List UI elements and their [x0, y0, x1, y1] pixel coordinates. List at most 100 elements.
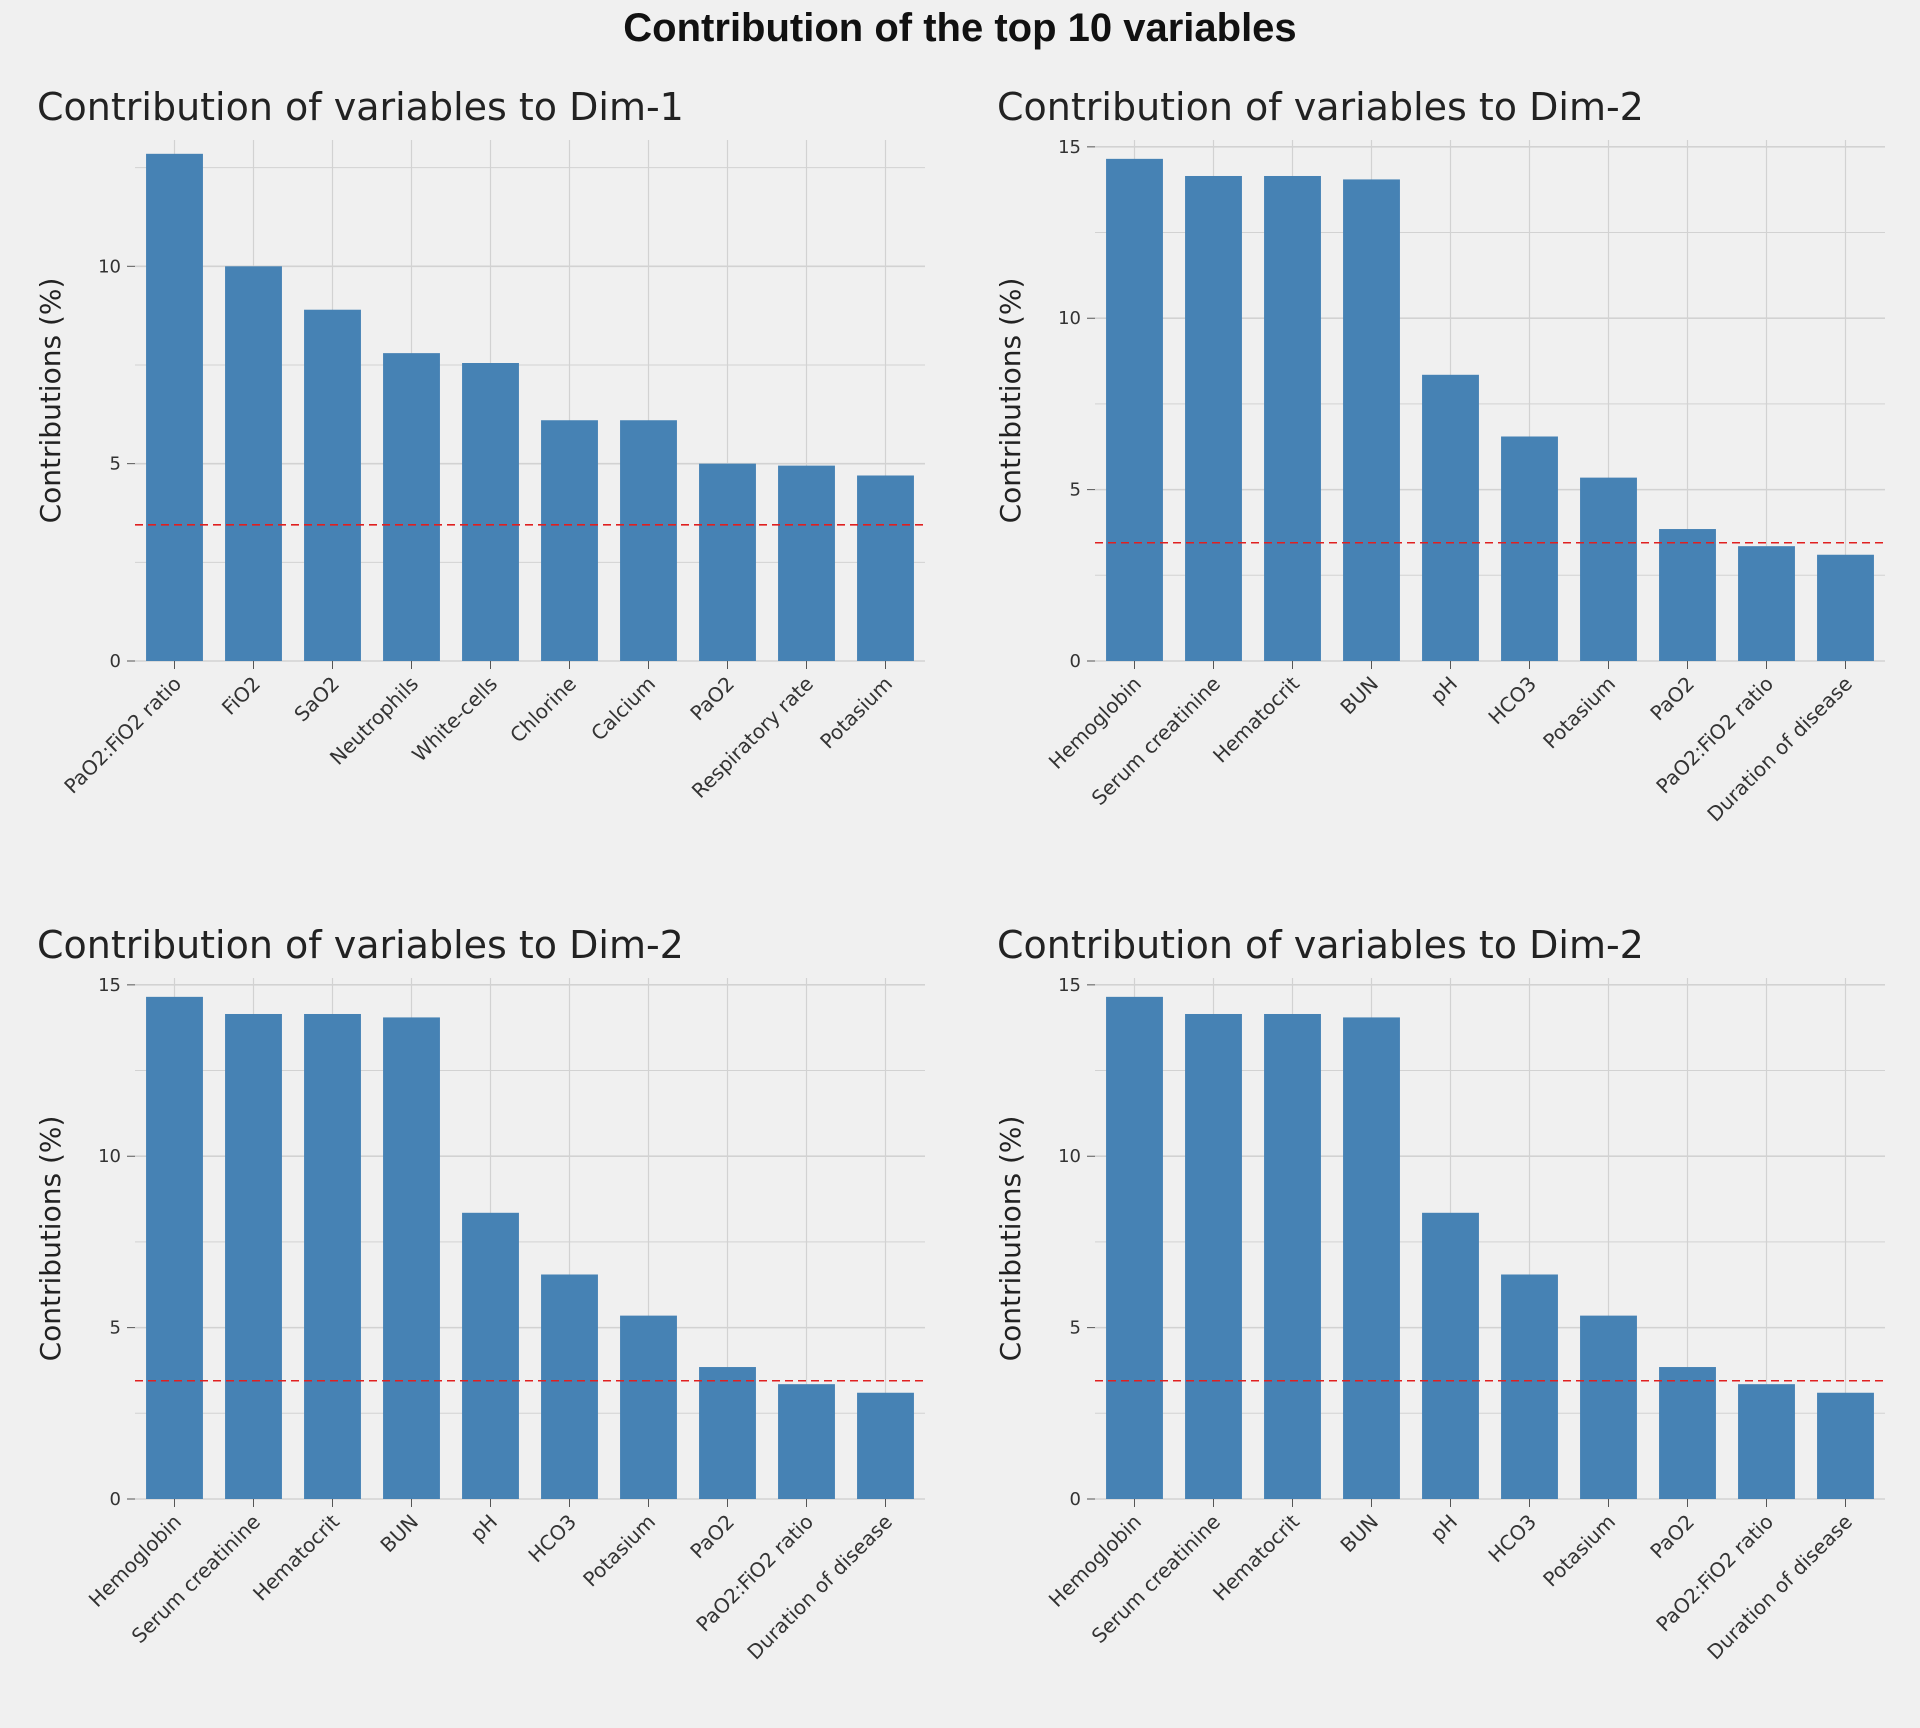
x-category-label: White-cells — [407, 672, 502, 767]
x-category-label: BUN — [375, 1510, 423, 1558]
bar — [541, 1274, 598, 1499]
bar — [1106, 158, 1163, 661]
bar — [1185, 1013, 1242, 1499]
dim2-contribution-chart-top-right: Contribution of variables to Dim-2 Contri… — [994, 85, 1885, 827]
x-category-label: pH — [465, 1510, 502, 1547]
bar — [1659, 1367, 1716, 1499]
x-category-label: HCO3 — [1483, 1510, 1541, 1568]
x-category-label: HCO3 — [523, 1510, 581, 1568]
bar — [541, 420, 598, 661]
bar — [1501, 436, 1558, 661]
y-tick-label: 0 — [110, 651, 121, 672]
bar — [1817, 1392, 1874, 1499]
x-category-label: HCO3 — [1483, 672, 1541, 730]
y-tick-label: 0 — [110, 1489, 121, 1510]
x-category-label: Duration of disease — [1702, 1510, 1857, 1665]
bar — [778, 1384, 835, 1499]
y-tick-label: 5 — [110, 454, 121, 475]
x-category-label: Potasium — [578, 1510, 660, 1592]
bar — [857, 1392, 914, 1499]
y-axis-label: Contributions (%) — [994, 1116, 1027, 1362]
bar — [1659, 529, 1716, 661]
bar — [1422, 374, 1479, 661]
bar — [620, 420, 677, 661]
x-category-label: Calcium — [586, 672, 660, 746]
bar — [1106, 996, 1163, 1499]
y-tick-label: 0 — [1070, 651, 1081, 672]
bar — [383, 1017, 440, 1499]
y-axis-label: Contributions (%) — [34, 278, 67, 524]
y-tick-label: 10 — [98, 256, 121, 277]
main-title: Contribution of the top 10 variables — [623, 6, 1297, 50]
x-category-label: PaO2 — [685, 1510, 739, 1564]
x-category-label: Potasium — [1538, 672, 1620, 754]
bar — [462, 1212, 519, 1499]
x-category-label: PaO2 — [685, 672, 739, 726]
bars — [1106, 158, 1874, 661]
bar — [620, 1315, 677, 1499]
bars — [146, 996, 914, 1499]
bar — [1185, 175, 1242, 661]
bar — [1343, 179, 1400, 661]
x-category-label: pH — [1425, 672, 1462, 709]
bar — [1580, 1315, 1637, 1499]
bar — [1264, 1013, 1321, 1499]
y-tick-label: 0 — [1070, 1489, 1081, 1510]
bar — [699, 1367, 756, 1499]
bar — [304, 309, 361, 661]
x-category-label: Potasium — [815, 672, 897, 754]
y-tick-label: 15 — [98, 975, 121, 996]
y-tick-label: 15 — [1058, 137, 1081, 158]
bar — [1738, 1384, 1795, 1499]
y-tick-label: 5 — [1070, 1318, 1081, 1339]
x-category-label: PaO2 — [1645, 672, 1699, 726]
chart-title: Contribution of variables to Dim-1 — [37, 85, 684, 129]
bar — [1817, 554, 1874, 661]
dim1-contribution-chart: Contribution of variables to Dim-1 Contri… — [34, 85, 925, 803]
bar — [1422, 1212, 1479, 1499]
x-category-label: Hematocrit — [1208, 1509, 1304, 1605]
x-category-label: Duration of disease — [742, 1510, 897, 1665]
x-category-label: Duration of disease — [1702, 672, 1857, 827]
y-tick-label: 10 — [98, 1146, 121, 1167]
x-category-label: Hematocrit — [1208, 671, 1304, 767]
dim2-contribution-chart-bottom-right: Contribution of variables to Dim-2 Contri… — [994, 923, 1885, 1665]
x-category-label: BUN — [1335, 672, 1383, 720]
y-tick-label: 15 — [1058, 975, 1081, 996]
y-tick-label: 10 — [1058, 308, 1081, 329]
x-category-label: Hematocrit — [248, 1509, 344, 1605]
x-category-label: pH — [1425, 1510, 1462, 1547]
bar — [1738, 546, 1795, 661]
bars — [146, 153, 914, 661]
bar — [304, 1013, 361, 1499]
bar — [146, 996, 203, 1499]
y-axis-label: Contributions (%) — [34, 1116, 67, 1362]
chart-title: Contribution of variables to Dim-2 — [37, 923, 684, 967]
bar — [1264, 175, 1321, 661]
bars — [1106, 996, 1874, 1499]
y-tick-label: 5 — [110, 1318, 121, 1339]
y-tick-label: 10 — [1058, 1146, 1081, 1167]
x-category-label: Potasium — [1538, 1510, 1620, 1592]
x-category-label: PaO2 — [1645, 1510, 1699, 1564]
dim2-contribution-chart-bottom-left: Contribution of variables to Dim-2 Contri… — [34, 923, 925, 1665]
bar — [1501, 1274, 1558, 1499]
bar — [1580, 477, 1637, 661]
x-category-label: PaO2:FiO2 ratio — [59, 672, 186, 799]
bar — [778, 465, 835, 661]
x-category-label: FiO2 — [217, 672, 265, 720]
x-category-label: SaO2 — [289, 672, 344, 727]
chart-title: Contribution of variables to Dim-2 — [997, 85, 1644, 129]
bar — [1343, 1017, 1400, 1499]
bar — [146, 153, 203, 661]
bar — [383, 353, 440, 661]
bar — [225, 1013, 282, 1499]
bar — [225, 266, 282, 661]
chart-title: Contribution of variables to Dim-2 — [997, 923, 1644, 967]
y-axis-label: Contributions (%) — [994, 278, 1027, 524]
bar — [699, 463, 756, 661]
x-category-label: Chlorine — [505, 672, 581, 748]
x-category-label: BUN — [1335, 1510, 1383, 1558]
bar — [857, 475, 914, 661]
bar — [462, 363, 519, 661]
